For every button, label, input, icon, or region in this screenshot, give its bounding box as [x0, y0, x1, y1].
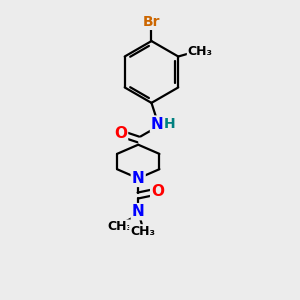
Text: CH₃: CH₃: [188, 45, 213, 58]
Text: N: N: [132, 171, 145, 186]
Text: N: N: [132, 204, 145, 219]
Text: Br: Br: [143, 15, 160, 29]
Text: O: O: [151, 184, 164, 199]
Text: N: N: [151, 117, 164, 132]
Text: H: H: [164, 117, 176, 131]
Text: CH₃: CH₃: [107, 220, 133, 233]
Text: O: O: [114, 126, 127, 141]
Text: CH₃: CH₃: [130, 225, 155, 238]
